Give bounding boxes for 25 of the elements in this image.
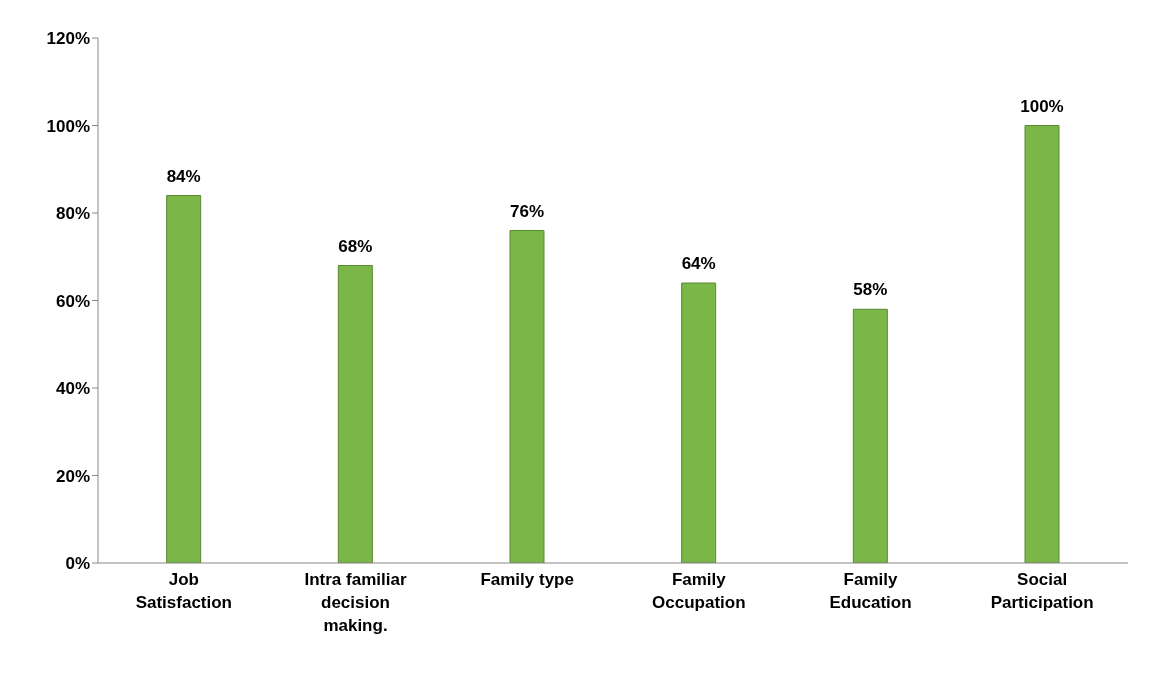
y-tick-label: 0% (65, 554, 90, 574)
y-tick-label: 80% (55, 204, 90, 224)
data-label: 68% (338, 236, 373, 256)
bar (509, 230, 545, 563)
bar (852, 308, 888, 563)
bar (681, 282, 717, 563)
x-tick-label: Family Education (829, 570, 912, 612)
bar (337, 265, 373, 563)
data-label: 64% (681, 254, 716, 273)
x-tick-label: Job Satisfaction (135, 570, 233, 612)
bar (1024, 125, 1060, 563)
y-tick-label: 40% (55, 379, 90, 399)
y-tick-label: 60% (55, 291, 90, 311)
y-tick-label: 100% (46, 116, 90, 136)
x-tick-label: Intra familiar decision making. (304, 570, 407, 635)
x-tick-label: Family type (480, 570, 574, 589)
data-label: 84% (166, 166, 201, 186)
bar (166, 195, 202, 563)
x-tick-label: Family Occupation (652, 570, 746, 612)
data-label: 100% (1020, 96, 1064, 116)
x-tick-label: Social Participation (990, 570, 1094, 612)
data-label: 58% (853, 280, 888, 300)
y-tick-label: 120% (46, 29, 90, 49)
data-label: 76% (509, 201, 545, 221)
y-tick-label: 20% (55, 466, 90, 486)
